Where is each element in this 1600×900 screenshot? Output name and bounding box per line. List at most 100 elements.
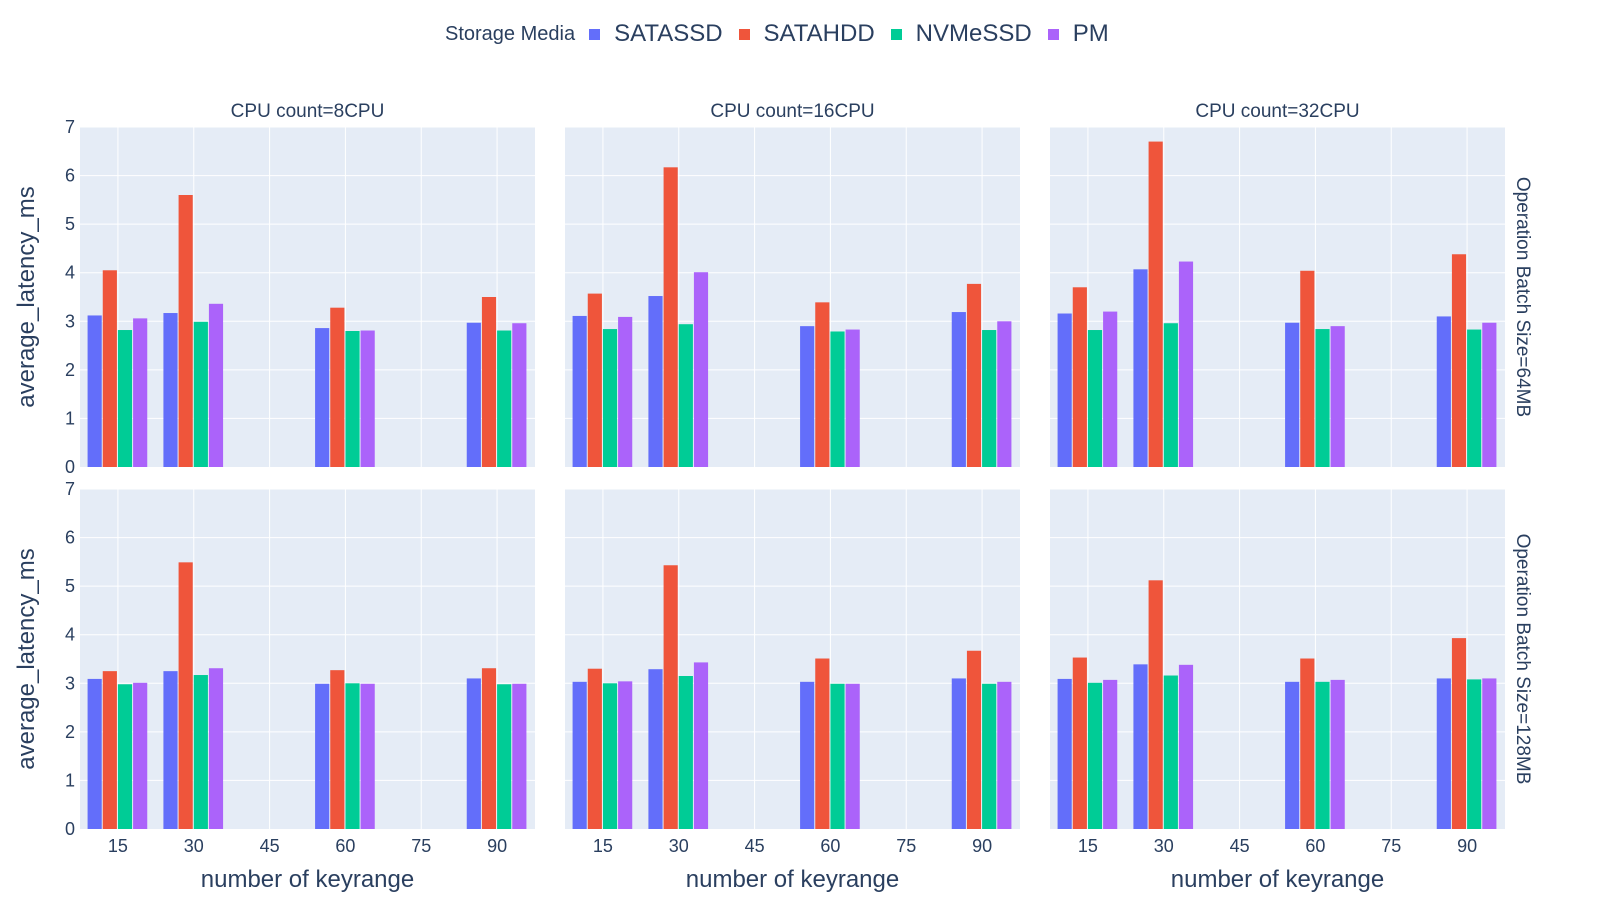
bar-satassd-90 [1436,316,1451,467]
bar-pm-30 [208,303,224,467]
legend-title: Storage Media [445,22,576,45]
bar-satassd-60 [1285,322,1300,467]
bar-satahdd-30 [1148,141,1163,468]
bar-satahdd-90 [966,283,982,467]
x-tick-label: 30 [184,836,204,856]
x-tick-label: 15 [1078,836,1098,856]
column-title: CPU count=8CPU [231,101,385,122]
bar-pm-15 [1103,679,1118,829]
row-title: Operation Batch Size=128MB [1512,534,1533,785]
bar-satahdd-90 [481,668,497,829]
legend-label-pm: PM [1072,20,1109,47]
bar-nvmessd-60 [1315,329,1330,467]
panel-background [565,127,1020,467]
bar-satassd-30 [648,669,663,829]
bar-pm-15 [133,318,148,467]
bar-nvmessd-15 [117,330,133,467]
x-axis-title: number of keyrange [1171,866,1384,893]
bar-satahdd-30 [663,167,678,468]
bar-nvmessd-90 [982,683,997,829]
bar-nvmessd-90 [982,330,997,467]
y-tick-label: 5 [65,214,75,234]
y-tick-label: 0 [65,457,75,477]
legend-label-nvmessd: NVMeSSD [915,20,1032,47]
legend-item-satahdd[interactable]: SATAHDD [738,20,875,48]
x-tick-label: 15 [593,836,613,856]
panel-cpu-count-16cpu-operation-batch-size-64mb: CPU count=16CPU [565,101,1020,468]
legend-swatch-nvmessd [890,28,902,40]
bar-satassd-15 [1057,313,1072,467]
bar-pm-15 [618,316,633,467]
bar-pm-30 [208,668,224,829]
panel-cpu-count-32cpu-operation-batch-size-64mb: CPU count=32CPU Operation Batch Size=64MB [1050,101,1533,468]
x-tick-label: 75 [411,836,431,856]
legend-swatch-satassd [589,28,601,40]
bar-nvmessd-60 [830,331,845,467]
bar-nvmessd-90 [1467,329,1482,467]
x-tick-label: 15 [108,836,128,856]
bar-satassd-90 [951,312,966,467]
bar-satahdd-15 [1072,657,1087,829]
bar-satahdd-15 [587,293,602,467]
bar-pm-90 [1482,678,1497,829]
x-tick-label: 45 [1230,836,1250,856]
bar-nvmessd-30 [193,675,208,829]
bar-satahdd-15 [102,671,117,829]
bar-satassd-60 [315,683,330,829]
bar-satassd-60 [1285,681,1300,829]
bar-satahdd-60 [330,670,345,829]
bar-satahdd-15 [587,668,602,829]
y-tick-label: 4 [65,263,75,283]
bar-satassd-90 [951,678,966,829]
legend-label-satassd: SATASSD [614,20,723,47]
bar-nvmessd-15 [1087,682,1103,829]
bar-satahdd-30 [178,562,193,829]
bar-nvmessd-60 [1315,681,1330,829]
bar-nvmessd-30 [1163,323,1178,467]
bar-pm-60 [360,330,375,467]
y-tick-label: 7 [65,479,75,499]
bar-satassd-90 [466,322,481,467]
legend-item-pm[interactable]: PM [1047,20,1109,48]
bar-nvmessd-60 [830,683,845,829]
panel-background [80,127,535,467]
bar-nvmessd-30 [193,321,208,467]
bar-pm-60 [845,329,860,467]
bar-satassd-15 [572,681,587,829]
legend-item-satassd[interactable]: SATASSD [589,20,723,48]
bar-pm-30 [693,662,709,829]
x-axis-title: number of keyrange [686,866,899,893]
bar-satahdd-60 [815,658,830,829]
bar-satassd-15 [1057,678,1072,829]
bar-pm-15 [618,681,633,829]
bar-pm-60 [845,683,860,829]
bar-satassd-90 [466,678,481,829]
x-tick-label: 90 [1457,836,1477,856]
column-title: CPU count=16CPU [710,101,874,122]
bar-satahdd-60 [1300,270,1315,467]
bar-nvmessd-60 [345,683,360,829]
panel-cpu-count-32cpu-operation-batch-size-128mb: Operation Batch Size=128MB 15 30 45 60 75 90 nu… [1050,488,1533,893]
x-tick-label: 60 [335,836,355,856]
bar-pm-90 [997,321,1012,467]
bar-pm-30 [1178,261,1194,467]
bar-satassd-60 [800,326,815,467]
y-tick-label: 2 [65,360,75,380]
bar-satahdd-90 [966,650,982,829]
bar-nvmessd-90 [497,330,512,467]
legend-item-nvmessd[interactable]: NVMeSSD [890,20,1032,48]
bar-satassd-15 [572,315,587,467]
bar-satassd-60 [800,681,815,829]
bar-nvmessd-15 [602,329,618,467]
legend-swatch-pm [1047,28,1059,40]
x-tick-label: 60 [820,836,840,856]
bar-pm-15 [1103,311,1118,467]
y-axis-title: average_latency_ms [13,186,40,407]
bar-nvmessd-15 [602,683,618,829]
panel-background [565,489,1020,829]
bar-satassd-30 [1133,269,1148,467]
bar-pm-15 [133,682,148,829]
panel-cpu-count-16cpu-operation-batch-size-128mb: 15 30 45 60 75 90 number of keyrange [565,488,1020,893]
